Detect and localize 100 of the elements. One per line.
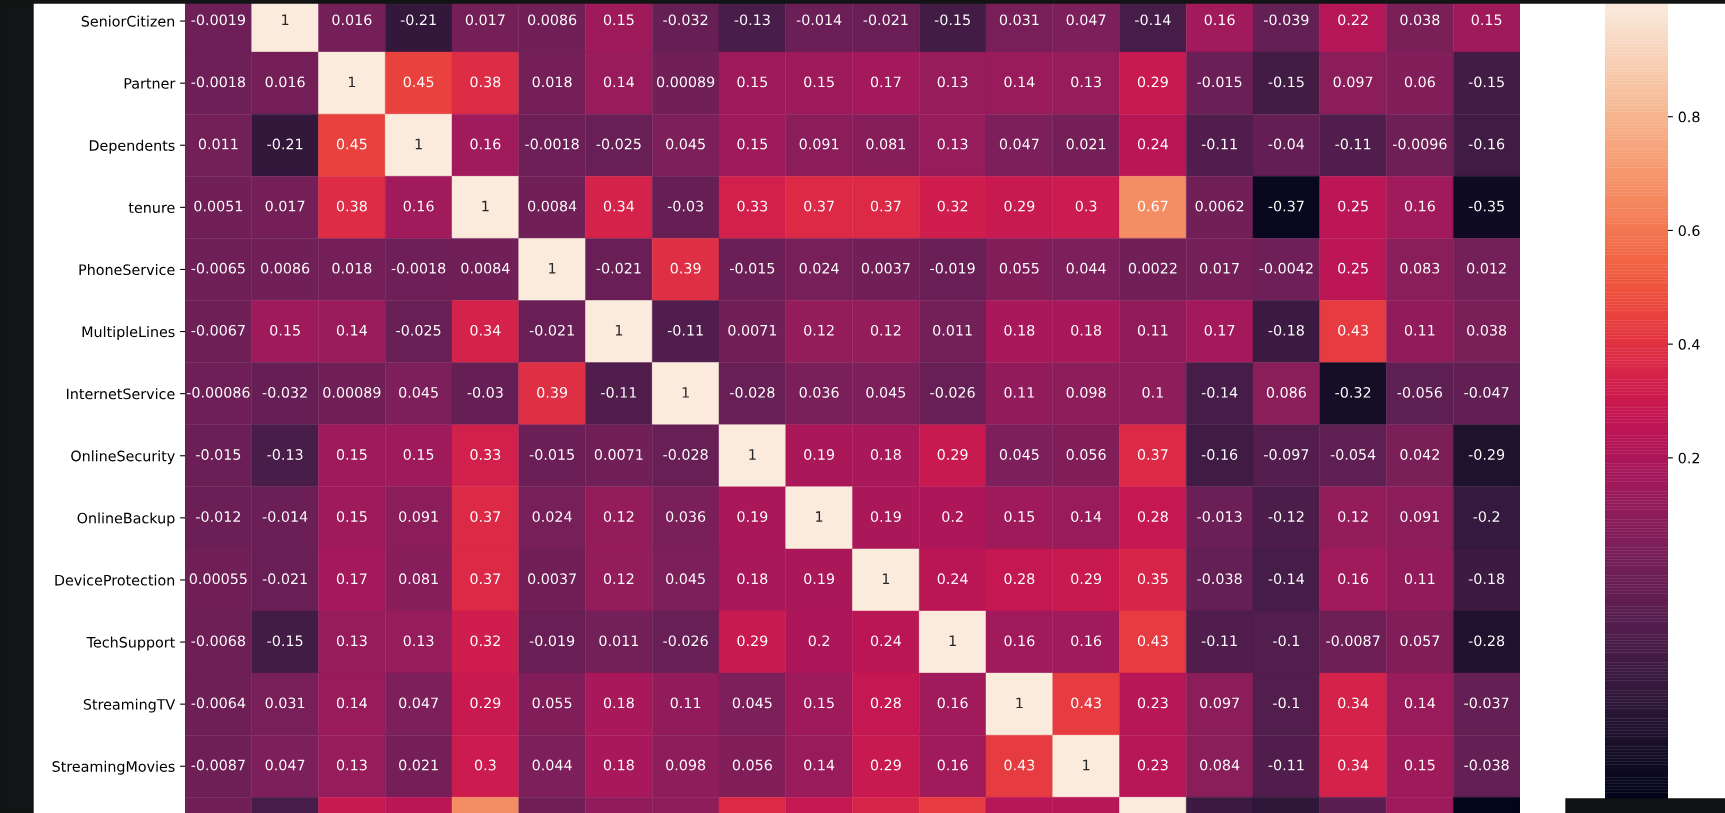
data-label: -0.054 [1330,449,1376,460]
data-label: 0.0071 [728,324,777,336]
data-label: 0.18 [870,449,901,460]
data-label: -0.032 [663,14,708,26]
data-label: -0.18 [1268,324,1304,336]
data-label: 0.15 [1004,511,1035,522]
data-label: -0.0067 [191,324,245,336]
data-label: -0.0018 [525,138,579,150]
data-label: 1 [615,325,623,336]
data-label: 1 [348,76,356,88]
data-label: 0.084 [1200,759,1240,771]
data-label: 0.15 [270,324,300,336]
data-label: 0.0037 [528,573,576,585]
data-label: 0.0062 [1195,200,1244,212]
data-label: -0.021 [596,262,641,274]
data-label: 0.011 [933,324,972,336]
data-label: 0.0071 [594,449,643,460]
data-label: 0.045 [399,386,438,398]
data-label: -0.29 [1468,449,1505,460]
data-label: 0.15 [804,76,834,88]
data-label: 1 [749,449,756,460]
data-label: 0.044 [532,759,572,771]
data-label: -0.11 [601,386,637,398]
data-label: 0.047 [265,759,305,771]
data-label: -0.028 [730,386,775,398]
data-label: 0.098 [1066,386,1106,398]
data-label: -0.11 [1268,759,1304,771]
data-label: 0.024 [799,262,839,274]
data-label: -0.03 [667,200,703,212]
data-label: 0.13 [336,759,367,771]
data-label: 0.45 [336,138,367,150]
data-label: 0.29 [1071,573,1102,585]
data-label: -0.13 [267,449,303,460]
data-label: 0.37 [870,200,901,212]
data-label: 0.045 [666,138,705,150]
data-label: 0.047 [399,697,438,709]
data-label: 0.35 [1137,573,1168,585]
data-label: 0.0022 [1128,262,1177,274]
data-label: 0.017 [1200,262,1239,274]
data-label: -0.026 [930,386,975,398]
data-label: -0.16 [1468,138,1505,150]
data-label: 0.0037 [861,262,910,274]
data-label: 0.11 [1404,324,1435,336]
data-label: 0.16 [1004,635,1035,647]
data-label: -0.097 [1264,449,1309,460]
data-label: 0.23 [1137,759,1168,771]
data-label: 0.097 [1333,76,1373,88]
data-label: -0.11 [1335,138,1371,150]
data-label: 0.083 [1400,262,1440,274]
data-label: 0.15 [737,76,768,88]
y-tick-label: OnlineBackup [77,512,175,527]
data-label: -0.0087 [1326,635,1380,647]
data-label: 0.67 [1137,200,1168,212]
data-label: 0.11 [1404,573,1435,585]
data-label: -0.04 [1268,138,1305,150]
data-label: 0.055 [532,697,572,709]
data-label: 0.37 [470,511,501,522]
data-label: 0.0084 [461,262,510,274]
data-label: 0.15 [1471,14,1502,26]
y-tick-label: SeniorCitizen [81,15,175,27]
data-label: -0.0042 [1259,262,1313,274]
data-label: 0.43 [1137,635,1168,647]
data-label: 0.057 [1400,635,1440,647]
data-label: -0.047 [1464,386,1509,398]
data-label: 0.031 [999,14,1039,26]
data-label: 0.18 [603,759,634,771]
data-label: 0.017 [265,200,305,212]
data-label: 0.12 [804,324,834,336]
data-label: -0.15 [1268,76,1304,88]
data-label: 0.045 [866,386,906,398]
data-label: 0.081 [399,573,438,585]
data-label: 0.45 [403,76,434,88]
data-label: 0.024 [532,511,572,522]
data-label: 0.11 [1137,324,1168,336]
data-label: -0.039 [1264,14,1309,26]
data-label: 1 [882,573,890,584]
data-label: 0.28 [870,697,901,709]
data-label: 0.18 [1071,324,1102,336]
data-label: 1 [1016,697,1023,709]
y-tick-label: TechSupport [86,636,175,651]
data-label: 0.15 [737,138,768,150]
data-label: 0.0084 [528,200,577,212]
data-label: 0.081 [866,138,906,150]
data-label: 0.43 [1071,697,1101,709]
y-tick-label: Dependents [89,139,175,154]
data-label: 0.32 [470,635,500,647]
data-label: 0.13 [1071,76,1101,88]
data-label: 0.33 [470,449,501,460]
data-label: 0.39 [537,386,568,398]
data-label: 0.24 [1137,138,1168,150]
data-label: 0.15 [336,449,367,460]
data-label: -0.14 [1135,14,1171,26]
data-label: 0.15 [1404,759,1435,771]
y-tick-label: InternetService [67,388,175,400]
data-label: 0.2 [808,635,830,647]
data-label: -0.15 [1468,76,1504,88]
data-label: 0.021 [399,759,438,771]
data-label: -0.32 [1335,386,1371,398]
data-label: 0.14 [1404,697,1435,709]
data-label: 0.3 [1075,200,1097,212]
